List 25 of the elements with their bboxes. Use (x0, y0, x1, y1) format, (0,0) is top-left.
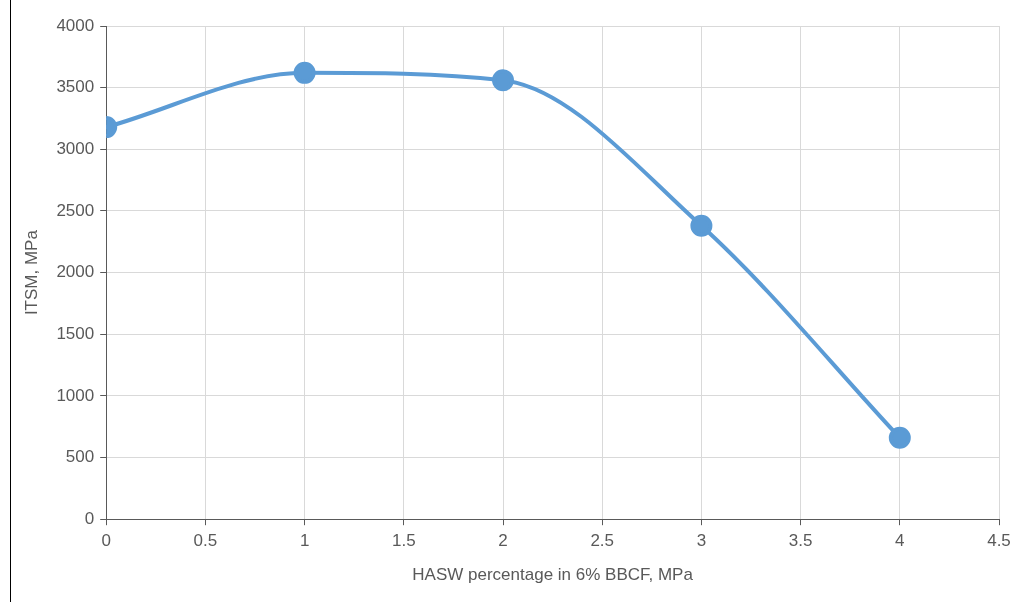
point (888, 426, 911, 449)
y-tick-label: 500 (65, 447, 95, 467)
y-tick-label: 2000 (56, 262, 95, 282)
y-tick-label: 4000 (56, 15, 95, 35)
x-tick-label: 2.5 (590, 531, 615, 551)
point (690, 214, 713, 237)
x-tick-label: 3.5 (788, 531, 813, 551)
y-tick-label: 0 (84, 508, 95, 528)
y-axis-title: ITSM, MPa (21, 229, 41, 316)
x-tick-label: 3 (696, 531, 707, 551)
x-tick-label: 1.5 (391, 531, 416, 551)
y-tick-label: 3000 (56, 138, 95, 158)
x-tick-label: 2 (498, 531, 508, 551)
x-tick-label: 1 (299, 531, 310, 551)
x-tick-label: 4 (895, 531, 905, 551)
y-tick-label: 1000 (56, 385, 95, 405)
x-tick-label: 0.5 (193, 531, 218, 551)
y-tick-label: 2500 (56, 200, 95, 220)
x-tick-label: 0 (101, 531, 111, 551)
y-tick-label: 1500 (56, 323, 95, 343)
point (293, 61, 316, 84)
x-tick-label: 4.5 (987, 531, 1011, 551)
y-tick-label: 3500 (56, 77, 95, 97)
x-axis-title: HASW percentage in 6% BBCF, MPa (412, 565, 694, 585)
point (492, 69, 515, 92)
